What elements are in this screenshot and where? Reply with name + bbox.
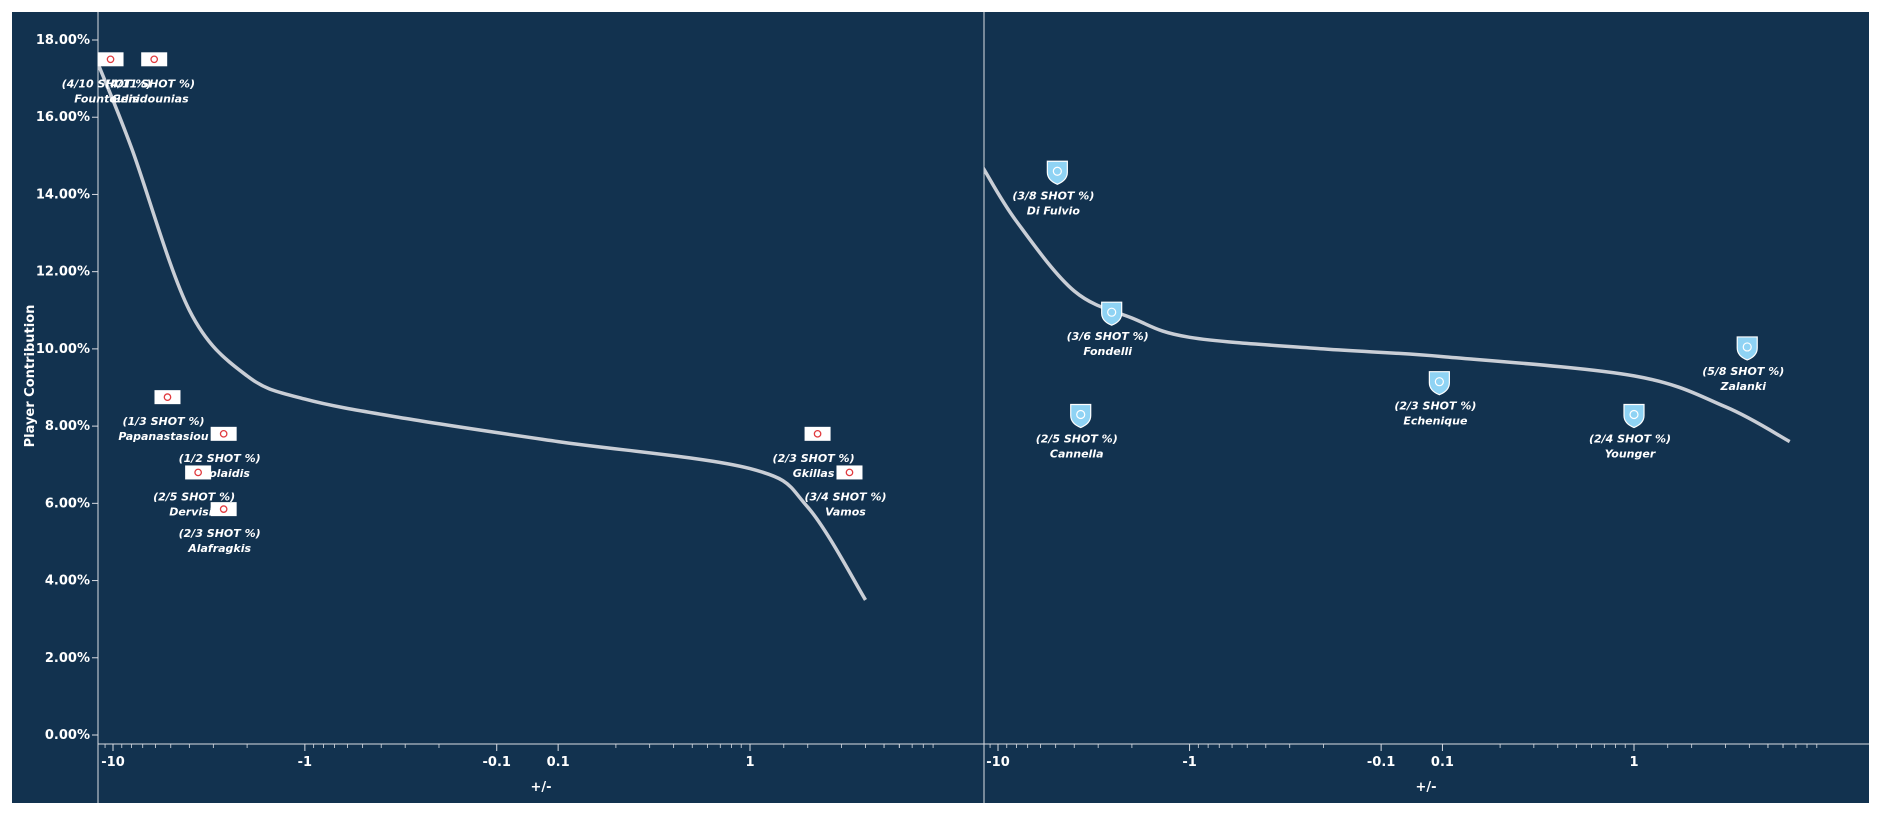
trend-line — [984, 166, 1791, 444]
crest-mark — [150, 55, 159, 64]
point-name-label: Papanastasiou — [118, 430, 208, 443]
point-name-label: Genidounias — [112, 92, 189, 105]
y-axis: 0.00% 2.00% 4.00% 6.00% 8.00% 10.00% 12.00% 14.… — [36, 12, 99, 803]
point-shot-label: (4/10 SHOT %) — [62, 77, 152, 90]
red-white-flag-crest-icon — [210, 502, 237, 517]
y-tick-label: 12.00% — [36, 265, 90, 280]
x-tick-label: -0.1 — [483, 755, 511, 770]
red-white-flag-crest-icon — [141, 52, 168, 67]
light-blue-shield-crest-icon — [1736, 336, 1758, 361]
y-tick-label: 4.00% — [45, 574, 90, 589]
crest-mark — [1742, 342, 1752, 352]
point-shot-label: (3/8 SHOT %) — [1012, 189, 1094, 202]
trend-line — [98, 62, 867, 601]
crest-mark — [1107, 307, 1117, 317]
panel-right: -10 -1 -0.1 0.1 1 (3/8 SHOT %) Di Fulvio (3/6 S… — [983, 12, 1869, 803]
data-point[interactable]: (3/8 SHOT %) Di Fulvio — [1012, 160, 1094, 217]
point-shot-label: (1/2 SHOT %) — [179, 452, 261, 465]
point-shot-label: (1/3 SHOT %) — [122, 415, 204, 428]
red-white-flag-crest-icon — [154, 390, 181, 405]
point-shot-label: (3/6 SHOT %) — [1067, 330, 1149, 343]
point-shot-label: (3/4 SHOT %) — [804, 490, 886, 503]
crest-mark — [1434, 377, 1444, 387]
crest-mark — [845, 468, 854, 477]
data-point[interactable]: (3/4 SHOT %) Vamos — [804, 465, 887, 518]
crest-mark — [1052, 166, 1062, 176]
x-tick-label: 0.1 — [1431, 755, 1454, 770]
point-name-label: Dervisis — [169, 505, 219, 518]
crest-mark — [1076, 409, 1086, 420]
light-blue-shield-crest-icon — [1101, 301, 1123, 326]
x-axis-title-left: +/- — [530, 780, 551, 795]
point-name-label: Zalanki — [1719, 380, 1766, 393]
data-point[interactable]: (2/5 SHOT %) Dervisis — [153, 465, 235, 518]
y-tick-label: 0.00% — [45, 728, 90, 743]
crest-mark — [219, 505, 228, 513]
crest-mark — [1629, 409, 1639, 420]
y-tick-label: 10.00% — [36, 342, 90, 357]
x-tick-label: -10 — [986, 755, 1010, 770]
y-tick-label: 8.00% — [45, 419, 90, 434]
red-white-flag-crest-icon — [836, 465, 863, 480]
point-name-label: Younger — [1605, 448, 1656, 461]
y-tick-label: 14.00% — [36, 187, 90, 202]
y-tick-label: 6.00% — [45, 496, 90, 511]
light-blue-shield-crest-icon — [1623, 403, 1645, 429]
point-shot-label: (2/3 SHOT %) — [773, 452, 855, 465]
crest-mark — [106, 55, 115, 64]
panel-left: -10 -1 -0.1 0.1 1(4/10 SHOT %)Fountoulis(4/1… — [62, 52, 984, 770]
y-axis-title: Player Contribution — [23, 305, 38, 448]
point-name-label: Di Fulvio — [1027, 204, 1081, 217]
data-point[interactable]: (3/6 SHOT %) Fondelli — [1067, 301, 1149, 358]
x-tick-label: -1 — [1182, 755, 1196, 770]
point-name-label: Alafragkis — [187, 542, 251, 555]
point-name-label: Cannella — [1050, 448, 1104, 461]
crest-mark — [813, 429, 822, 438]
data-point[interactable]: (2/5 SHOT %) Cannella — [1036, 403, 1118, 461]
point-name-label: Echenique — [1403, 415, 1468, 428]
chart-background — [12, 12, 1869, 803]
data-point[interactable]: (2/4 SHOT %) Younger — [1589, 403, 1671, 461]
crest-mark — [163, 393, 172, 402]
data-point[interactable]: (4/11 SHOT %) Genidounias — [105, 52, 195, 105]
y-tick-label: 16.00% — [36, 110, 90, 125]
light-blue-shield-crest-icon — [1046, 160, 1068, 185]
data-point[interactable]: (2/3 SHOT %) Gkillas — [773, 426, 855, 480]
data-point[interactable]: (1/3 SHOT %) Papanastasiou — [118, 390, 209, 443]
data-point[interactable]: (5/8 SHOT %) Zalanki — [1702, 336, 1784, 393]
light-blue-shield-crest-icon — [1428, 371, 1450, 396]
red-white-flag-crest-icon — [97, 52, 124, 67]
point-name-label: Fountoulis — [74, 92, 139, 105]
red-white-flag-crest-icon — [210, 426, 237, 441]
data-point[interactable]: (2/3 SHOT %) Alafragkis — [179, 502, 261, 555]
light-blue-shield-crest-icon — [1070, 403, 1092, 429]
x-tick-label: 1 — [745, 755, 754, 770]
point-shot-label: (2/4 SHOT %) — [1589, 433, 1671, 446]
data-point[interactable]: (1/2 SHOT %)Nikolaidis — [179, 426, 261, 480]
x-tick-label: -1 — [298, 755, 312, 770]
point-shot-label: (2/3 SHOT %) — [179, 527, 261, 540]
red-white-flag-crest-icon — [804, 426, 831, 441]
point-name-label: Vamos — [825, 505, 866, 518]
point-shot-label: (5/8 SHOT %) — [1702, 365, 1784, 378]
x-tick-label: 1 — [1629, 755, 1638, 770]
data-point[interactable]: (2/3 SHOT %) Echenique — [1394, 371, 1476, 428]
data-point[interactable]: (4/10 SHOT %) Fountoulis — [62, 52, 152, 105]
point-shot-label: (2/3 SHOT %) — [1394, 400, 1476, 413]
point-name-label: Gkillas — [793, 467, 835, 480]
crest-mark — [194, 468, 202, 477]
y-tick-label: 18.00% — [36, 33, 90, 48]
point-shot-label: (4/11 SHOT %) — [105, 77, 195, 90]
red-white-flag-crest-icon — [185, 465, 212, 480]
point-shot-label: (2/5 SHOT %) — [1036, 433, 1118, 446]
x-axis-title-right: +/- — [1415, 780, 1436, 795]
x-tick-label: 0.1 — [547, 755, 570, 770]
x-tick-label: -10 — [101, 755, 125, 770]
y-tick-label: 2.00% — [45, 651, 90, 666]
point-name-label: Fondelli — [1083, 345, 1132, 358]
point-shot-label: (2/5 SHOT %) — [153, 490, 235, 503]
x-tick-label: -0.1 — [1367, 755, 1395, 770]
crest-mark — [219, 429, 228, 438]
